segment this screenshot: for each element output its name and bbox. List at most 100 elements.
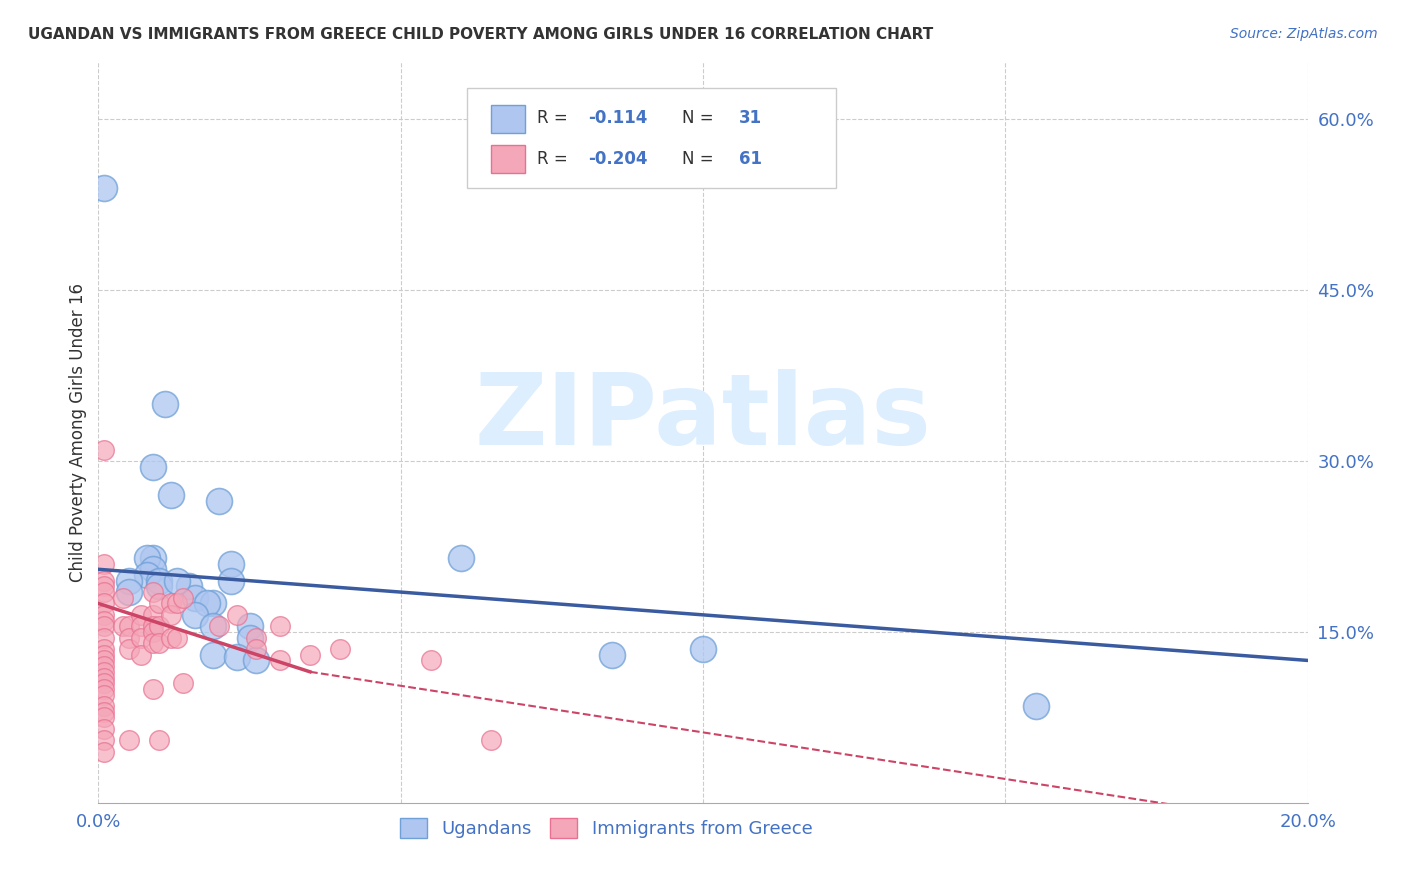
Point [245, 631, 267, 645]
Point [93, 574, 115, 588]
Point [299, 648, 322, 662]
Point [148, 574, 170, 588]
Text: -0.114: -0.114 [588, 109, 648, 127]
Point [166, 597, 188, 611]
Point [184, 591, 207, 605]
Point [245, 642, 267, 657]
Point [226, 650, 249, 665]
Point [160, 607, 183, 622]
Point [93, 698, 115, 713]
Point [93, 619, 115, 633]
Point [148, 733, 170, 747]
Point [93, 681, 115, 696]
Text: 31: 31 [740, 109, 762, 127]
Point [93, 676, 115, 690]
Point [166, 574, 188, 588]
Point [208, 619, 231, 633]
Point [202, 597, 225, 611]
Point [179, 579, 201, 593]
Point [93, 579, 115, 593]
Point [93, 688, 115, 702]
Point [166, 631, 188, 645]
Point [93, 557, 115, 571]
Point [329, 642, 352, 657]
Point [142, 585, 165, 599]
Text: N =: N = [682, 109, 720, 127]
Text: ZIPatlas: ZIPatlas [475, 369, 931, 467]
Point [245, 653, 267, 667]
Point [1024, 698, 1046, 713]
Point [111, 619, 134, 633]
Point [93, 665, 115, 679]
Point [202, 619, 225, 633]
Point [118, 642, 141, 657]
Point [160, 631, 183, 645]
Point [129, 619, 152, 633]
Point [239, 619, 262, 633]
Point [142, 562, 165, 576]
Point [93, 642, 115, 657]
Point [93, 733, 115, 747]
Point [93, 671, 115, 685]
Point [172, 676, 194, 690]
Point [135, 550, 157, 565]
Point [93, 442, 115, 457]
Point [420, 653, 443, 667]
Text: UGANDAN VS IMMIGRANTS FROM GREECE CHILD POVERTY AMONG GIRLS UNDER 16 CORRELATION: UGANDAN VS IMMIGRANTS FROM GREECE CHILD … [28, 27, 934, 42]
Point [142, 607, 165, 622]
Y-axis label: Child Poverty Among Girls Under 16: Child Poverty Among Girls Under 16 [69, 283, 87, 582]
Point [160, 488, 183, 502]
Point [118, 733, 141, 747]
Point [202, 648, 225, 662]
Point [118, 574, 141, 588]
Point [172, 591, 194, 605]
Point [93, 648, 115, 662]
Point [93, 597, 115, 611]
Point [93, 653, 115, 667]
Point [148, 636, 170, 650]
Point [93, 180, 115, 194]
Point [129, 648, 152, 662]
Text: R =: R = [537, 109, 579, 127]
Point [221, 557, 243, 571]
Point [148, 619, 170, 633]
Point [93, 659, 115, 673]
Point [481, 733, 503, 747]
Point [450, 550, 472, 565]
Point [148, 579, 170, 593]
Point [142, 550, 165, 565]
FancyBboxPatch shape [492, 104, 526, 133]
Point [184, 607, 207, 622]
Point [269, 619, 291, 633]
Text: R =: R = [537, 150, 574, 168]
FancyBboxPatch shape [492, 145, 526, 173]
Point [239, 631, 262, 645]
Point [221, 574, 243, 588]
Point [118, 585, 141, 599]
Point [160, 597, 183, 611]
Text: 61: 61 [740, 150, 762, 168]
Point [93, 607, 115, 622]
Point [93, 631, 115, 645]
Point [93, 705, 115, 719]
Point [135, 568, 157, 582]
Point [118, 619, 141, 633]
Point [93, 614, 115, 628]
Point [142, 459, 165, 474]
Legend: Ugandans, Immigrants from Greece: Ugandans, Immigrants from Greece [392, 811, 820, 846]
Text: -0.204: -0.204 [588, 150, 648, 168]
FancyBboxPatch shape [467, 88, 837, 188]
Point [93, 710, 115, 724]
Point [118, 631, 141, 645]
Point [142, 624, 165, 639]
Point [153, 397, 176, 411]
Point [269, 653, 291, 667]
Point [148, 597, 170, 611]
Point [142, 681, 165, 696]
Point [93, 745, 115, 759]
Point [692, 642, 714, 657]
Text: Source: ZipAtlas.com: Source: ZipAtlas.com [1230, 27, 1378, 41]
Point [208, 494, 231, 508]
Point [142, 636, 165, 650]
Point [129, 631, 152, 645]
